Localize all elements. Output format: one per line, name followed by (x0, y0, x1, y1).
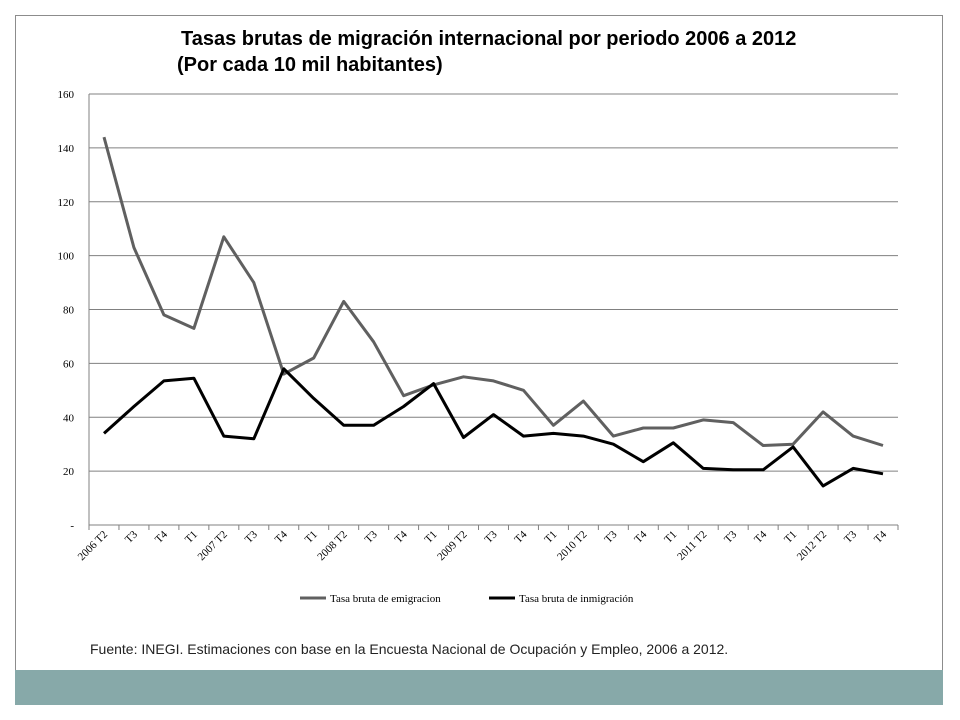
x-tick-label: T4 (752, 528, 769, 545)
x-tick-label: T3 (482, 528, 499, 545)
x-tick-label: T4 (512, 528, 529, 545)
y-tick-label: 160 (58, 89, 75, 101)
immigration-line (102, 367, 884, 488)
x-tick-label: 2006 T2 (76, 529, 110, 563)
x-tick-label: T3 (123, 528, 140, 545)
emigration-line (102, 136, 884, 447)
series-lines (102, 136, 884, 488)
x-tick-label: T3 (842, 528, 859, 545)
y-tick-label: 40 (63, 412, 75, 424)
y-tick-label: 120 (58, 197, 75, 209)
legend: Tasa bruta de emigracion Tasa bruta de in… (300, 593, 634, 605)
x-tick-label: T4 (632, 528, 649, 545)
y-tick-label: 80 (63, 305, 75, 317)
y-tick-label: 60 (63, 358, 75, 370)
x-tick-label: T3 (243, 528, 260, 545)
x-tick-label: 2008 T2 (315, 529, 349, 563)
x-tick-label: T4 (273, 528, 290, 545)
slide-frame (15, 15, 943, 705)
source-note: Fuente: INEGI. Estimaciones con base en … (90, 641, 729, 657)
x-tick-label: T1 (782, 529, 799, 546)
x-tick-label: T1 (662, 529, 679, 546)
x-tick-label: T4 (153, 528, 170, 545)
y-tick-label: 140 (58, 143, 75, 155)
legend-label: Tasa bruta de emigracion (330, 593, 441, 605)
x-tick-label: T3 (722, 528, 739, 545)
legend-label: Tasa bruta de inmigración (519, 593, 634, 605)
y-axis-ticks: - 20 40 60 80 100 120 140 160 (58, 89, 75, 532)
chart-title: Tasas brutas de migración internacional … (181, 28, 797, 50)
y-tick-label: 100 (58, 251, 75, 263)
footer-band (15, 670, 943, 705)
x-tick-label: 2009 T2 (435, 529, 469, 563)
x-tick-label: 2012 T2 (795, 529, 829, 563)
x-tick-label: T1 (542, 529, 559, 546)
x-tick-label: 2010 T2 (555, 529, 589, 563)
x-tick-label: T4 (872, 528, 889, 545)
x-tick-label: 2011 T2 (675, 529, 709, 563)
x-tick-label: T1 (423, 529, 440, 546)
x-tick-label: T3 (363, 528, 380, 545)
x-tick-label: T4 (393, 528, 410, 545)
chart-subtitle: (Por cada 10 mil habitantes) (177, 54, 443, 76)
x-tick-label: T1 (183, 529, 200, 546)
y-tick-label: 20 (63, 466, 75, 478)
y-tick-label: - (70, 520, 74, 532)
x-tick-label: 2007 T2 (195, 529, 229, 563)
x-tick-label: T1 (303, 529, 320, 546)
x-tick-label: T3 (602, 528, 619, 545)
